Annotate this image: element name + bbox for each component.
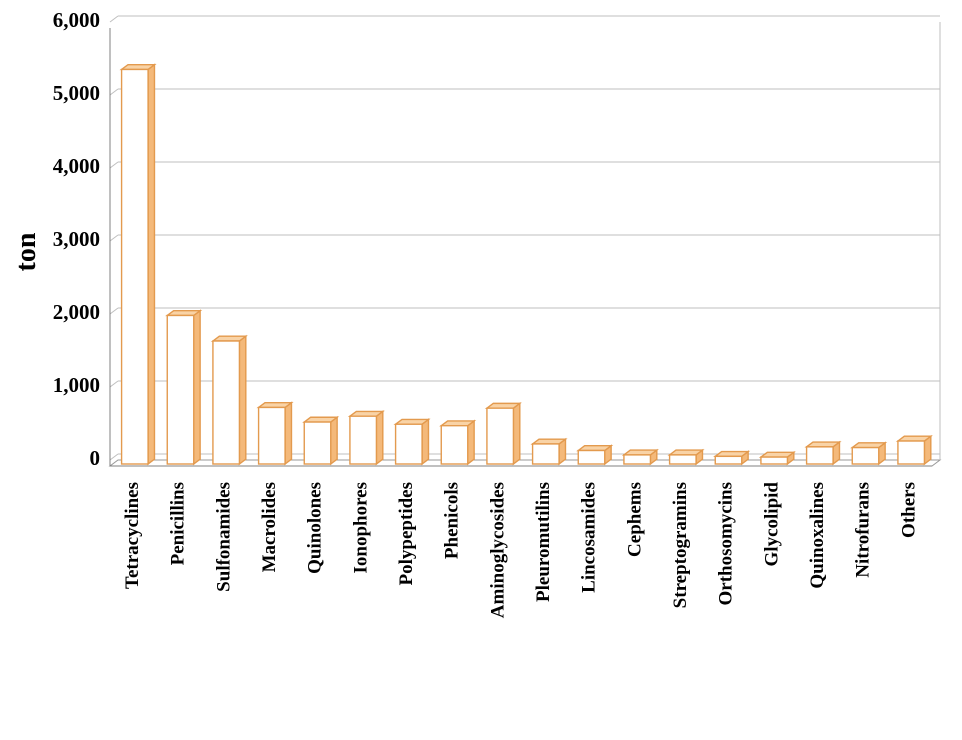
- bar: [259, 403, 292, 464]
- bar: [487, 403, 520, 464]
- bar: [533, 439, 566, 464]
- bar: [578, 446, 611, 464]
- bar: [761, 452, 794, 464]
- x-category-label: Aminoglycosides: [487, 482, 508, 618]
- x-category-label: Quinoxalines: [807, 482, 828, 589]
- bar: [852, 443, 885, 464]
- ytick-label: 1,000: [53, 373, 100, 397]
- x-category-label: Macrolides: [259, 482, 280, 572]
- x-category-label: Penicillins: [168, 482, 189, 565]
- bar: [807, 442, 840, 464]
- ytick-label: 4,000: [53, 154, 100, 178]
- bar: [715, 452, 748, 464]
- ytick-label: 3,000: [53, 227, 100, 251]
- bar: [670, 450, 703, 464]
- chart-root: 0 1,000 2,000 3,000 4,000 5,000 6,000 ton Tetrac…: [0, 0, 962, 722]
- bar: [624, 450, 657, 464]
- ytick-label: 5,000: [53, 81, 100, 105]
- yaxis-title: ton: [11, 232, 42, 271]
- x-category-label: Cephems: [624, 482, 645, 557]
- x-category-label: Tetracyclines: [122, 482, 143, 589]
- ytick-label: 0: [90, 446, 101, 470]
- x-category-label: Polypeptides: [396, 482, 417, 585]
- bar-chart: 0 1,000 2,000 3,000 4,000 5,000 6,000 ton Tetrac…: [0, 0, 962, 722]
- bar: [213, 336, 246, 464]
- bar: [167, 311, 200, 464]
- bar: [122, 65, 155, 464]
- bar: [898, 436, 931, 464]
- bar: [396, 419, 429, 464]
- x-category-label: Others: [898, 482, 919, 538]
- ytick-label: 6,000: [53, 8, 100, 32]
- bar: [441, 421, 474, 464]
- x-category-label: Nitrofurans: [853, 482, 874, 578]
- x-category-label: Streptogramins: [670, 482, 691, 608]
- x-category-label: Orthosomycins: [716, 482, 737, 606]
- ytick-label: 2,000: [53, 300, 100, 324]
- x-category-label: Lincosamides: [579, 482, 600, 593]
- x-category-label: Sulfonamides: [213, 482, 234, 592]
- x-category-label: Pleuromutilins: [533, 482, 554, 602]
- x-category-label: Ionophores: [350, 482, 371, 574]
- x-category-label: Quinolones: [305, 482, 326, 574]
- x-category-label: Phenicols: [442, 482, 463, 559]
- x-category-label: Glycolipid: [761, 482, 782, 567]
- bar: [304, 417, 337, 464]
- bar: [350, 411, 383, 464]
